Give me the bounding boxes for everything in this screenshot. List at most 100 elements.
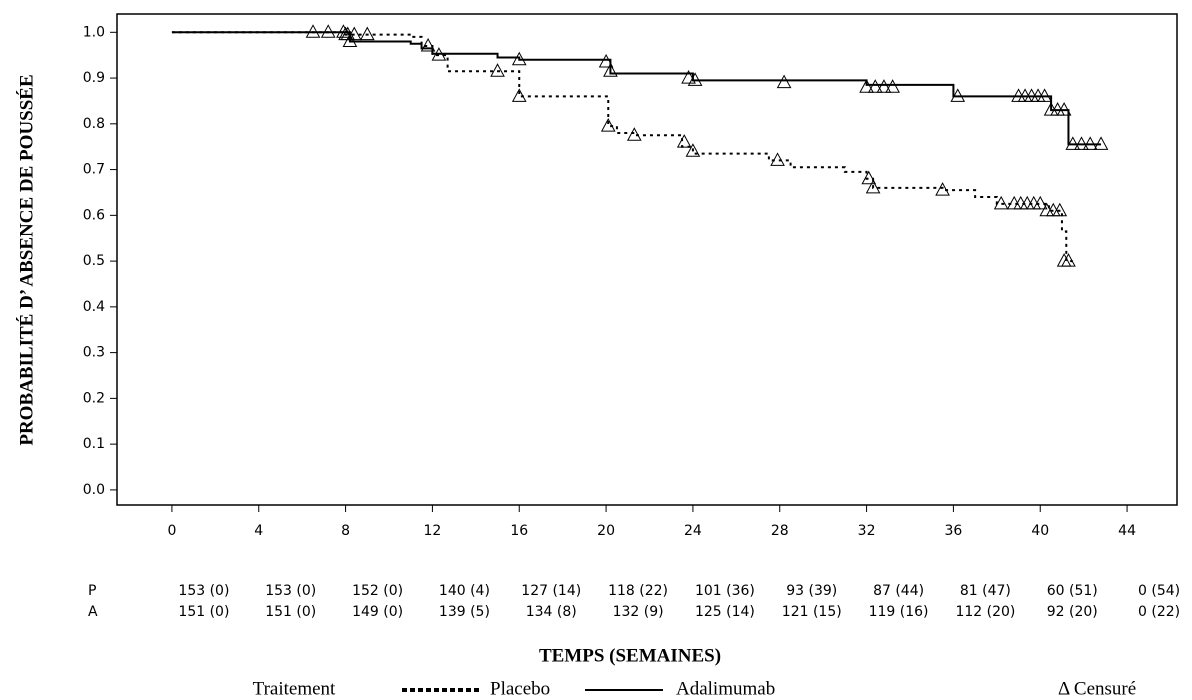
censor-mark (1093, 136, 1109, 150)
x-tick-label: 24 (684, 523, 702, 539)
x-tick-label: 16 (510, 523, 528, 539)
risk-count: 87 (44) (873, 583, 924, 599)
legend-label: Placebo (490, 678, 550, 699)
x-tick-label: 0 (167, 523, 176, 539)
censor-mark (1074, 136, 1089, 150)
censor-mark (490, 63, 505, 77)
censor-mark (776, 74, 792, 89)
censor-mark (346, 26, 362, 41)
x-tick-label: 12 (424, 523, 442, 539)
legend-label: Adalimumab (676, 678, 775, 699)
risk-count: 101 (36) (695, 583, 755, 599)
censor-mark (320, 24, 336, 38)
risk-count: 0 (22) (1138, 604, 1180, 620)
y-tick-label: 1.0 (83, 24, 105, 40)
risk-count: 151 (0) (265, 604, 316, 620)
risk-row-label: A (88, 604, 98, 620)
legend-title: Traitement (253, 678, 336, 699)
censor-mark (1037, 88, 1052, 102)
censor-mark (865, 179, 881, 194)
censor-mark (681, 70, 696, 84)
censor-mark (687, 72, 703, 86)
x-tick-label: 4 (254, 523, 263, 539)
censor-mark (336, 24, 351, 38)
survival-line (171, 31, 1102, 146)
censor-mark (342, 33, 358, 47)
x-tick-label: 40 (1031, 523, 1049, 539)
x-tick-label: 44 (1118, 523, 1136, 539)
censor-mark (1032, 195, 1048, 210)
risk-count: 93 (39) (786, 583, 837, 599)
y-tick-label: 0.2 (83, 390, 105, 406)
censor-mark (511, 51, 527, 66)
y-tick-label: 0.5 (83, 253, 105, 269)
censor-mark (359, 26, 375, 41)
censor-mark (1082, 136, 1098, 150)
risk-count: 139 (5) (439, 604, 490, 620)
risk-count: 92 (20) (1047, 604, 1098, 620)
censor-mark (861, 170, 877, 185)
risk-count: 127 (14) (521, 583, 581, 599)
censor-mark (338, 26, 353, 41)
y-tick-label: 0.7 (83, 162, 105, 178)
legend-censor: Δ Censuré (1058, 678, 1136, 699)
y-tick-label: 0.3 (83, 345, 105, 361)
censor-mark (676, 134, 692, 148)
censor-mark (420, 37, 436, 52)
censor-mark (876, 79, 892, 93)
x-axis-label: TEMPS (SEMAINES) (539, 645, 721, 666)
censor-mark (1065, 136, 1081, 150)
censor-mark (598, 53, 614, 68)
risk-count: 132 (9) (613, 604, 664, 620)
y-tick-label: 0.0 (83, 482, 105, 498)
censor-mark (685, 143, 701, 157)
risk-count: 125 (14) (695, 604, 755, 620)
censor-mark (993, 195, 1009, 210)
risk-count: 121 (15) (782, 604, 842, 620)
survival-line (171, 31, 1073, 263)
censor-mark (600, 118, 616, 132)
censor-mark (885, 79, 900, 93)
y-tick-label: 0.4 (83, 299, 105, 315)
y-tick-label: 0.1 (83, 436, 105, 452)
censor-mark (626, 127, 642, 141)
risk-row-label: P (88, 583, 96, 599)
x-tick-label: 32 (858, 523, 876, 539)
risk-count: 60 (51) (1047, 583, 1098, 599)
y-axis-label: PROBABILITÉ D’ ABSENCE DE POUSSÉE (15, 74, 37, 445)
censor-mark (867, 79, 883, 93)
censor-mark (770, 152, 785, 166)
censor-mark (1056, 102, 1072, 116)
y-tick-label: 0.6 (83, 207, 105, 223)
censor-mark (1056, 253, 1072, 267)
censor-mark (935, 182, 950, 196)
risk-count: 112 (20) (955, 604, 1015, 620)
censor-mark (1052, 202, 1068, 217)
risk-count: 140 (4) (439, 583, 490, 599)
x-tick-label: 36 (944, 523, 962, 539)
censor-mark (603, 63, 618, 77)
risk-count: 118 (22) (608, 583, 668, 599)
risk-count: 134 (8) (526, 604, 577, 620)
censor-mark (305, 24, 321, 38)
x-tick-label: 8 (341, 523, 350, 539)
censor-mark (1061, 253, 1076, 267)
censor-mark (859, 79, 874, 93)
censor-mark (950, 88, 966, 102)
y-tick-label: 0.8 (83, 116, 105, 132)
risk-count: 0 (54) (1138, 583, 1180, 599)
y-tick-label: 0.9 (83, 70, 105, 86)
plot-frame (116, 13, 1178, 506)
risk-count: 149 (0) (352, 604, 403, 620)
risk-count: 81 (47) (960, 583, 1011, 599)
censor-mark (511, 88, 527, 102)
risk-count: 153 (0) (178, 583, 229, 599)
x-tick-label: 20 (597, 523, 615, 539)
risk-count: 152 (0) (352, 583, 403, 599)
risk-count: 153 (0) (265, 583, 316, 599)
risk-count: 119 (16) (869, 604, 929, 620)
risk-count: 151 (0) (178, 604, 229, 620)
x-tick-label: 28 (771, 523, 789, 539)
